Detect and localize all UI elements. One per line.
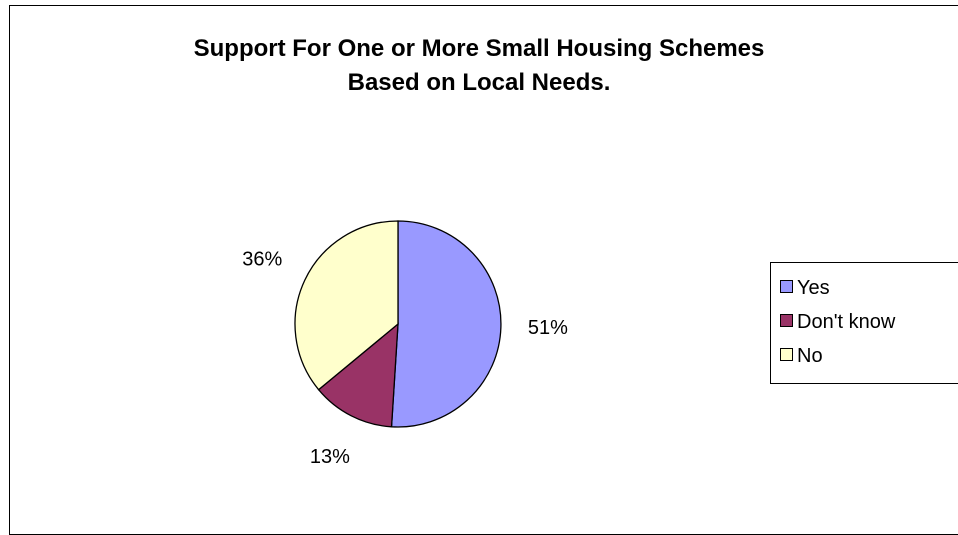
chart-title-line-2: Based on Local Needs. bbox=[347, 69, 611, 96]
data-label-don-t-know: 13% bbox=[310, 446, 350, 468]
legend-item-dont-know: Don't know bbox=[780, 310, 895, 334]
legend: Yes Don't know No bbox=[770, 262, 958, 384]
pie-labels: 51% 13% 36% bbox=[242, 248, 568, 468]
data-label-no: 36% bbox=[242, 248, 282, 270]
pie-chart: 51% 13% 36% bbox=[242, 220, 568, 468]
legend-item-no: No bbox=[780, 344, 823, 368]
legend-swatch-dont-know bbox=[780, 314, 793, 328]
legend-label-dont-know: Don't know bbox=[797, 311, 896, 333]
legend-swatch-no bbox=[780, 348, 793, 362]
legend-item-yes: Yes bbox=[780, 276, 830, 300]
pie-slice-no bbox=[294, 220, 399, 391]
data-label-yes: 51% bbox=[528, 317, 568, 339]
pie-slices bbox=[294, 220, 502, 428]
pie-slice-yes bbox=[390, 220, 502, 428]
legend-label-no: No bbox=[797, 345, 823, 367]
legend-label-yes: Yes bbox=[797, 277, 830, 299]
chart-title-line-1: Support For One or More Small Housing Sc… bbox=[193, 35, 765, 62]
legend-swatch-yes bbox=[780, 280, 793, 294]
chart-title: Support For One or More Small Housing Sc… bbox=[0, 32, 958, 100]
pie-slice-don-t-know bbox=[317, 322, 399, 428]
